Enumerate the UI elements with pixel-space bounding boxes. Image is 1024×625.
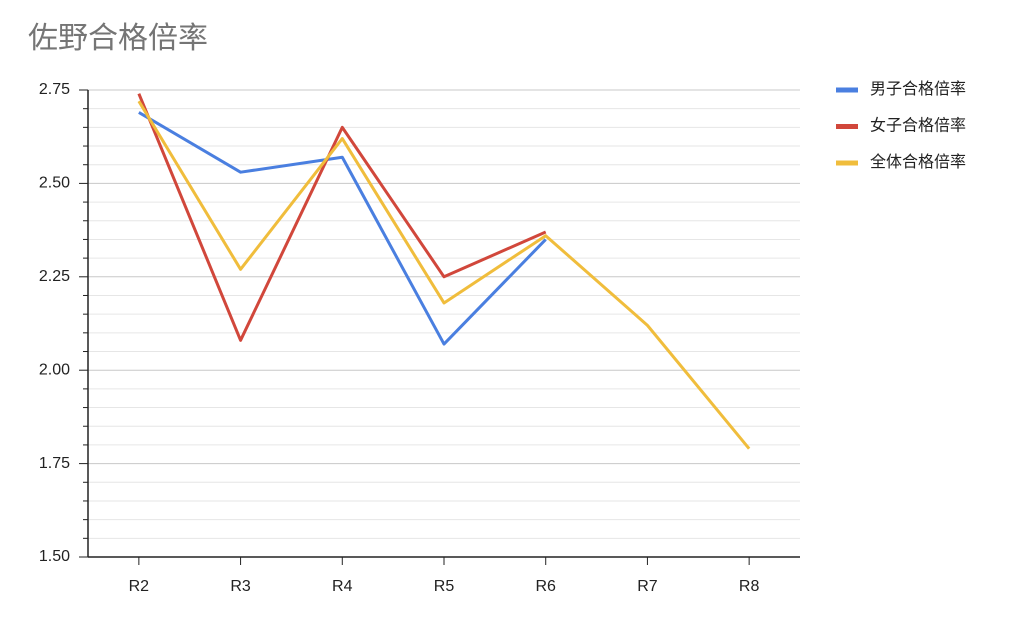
y-tick-label: 2.25 [39,268,70,285]
y-tick-label: 2.00 [39,361,70,378]
x-tick-label: R3 [230,578,251,595]
y-tick-label: 1.50 [39,548,70,565]
x-tick-label: R2 [129,578,150,595]
x-tick-label: R8 [739,578,760,595]
y-tick-label: 1.75 [39,455,70,472]
legend-label: 女子合格倍率 [870,116,966,135]
x-tick-label: R7 [637,578,658,595]
x-tick-label: R6 [535,578,556,595]
series-line [138,111,547,346]
legend-label: 全体合格倍率 [870,153,966,171]
x-tick-label: R4 [332,578,353,595]
legend-label: 男子合格倍率 [870,80,966,98]
series-line [137,100,751,450]
chart-title: 佐野合格倍率 [28,22,208,55]
y-tick-label: 2.75 [39,81,70,98]
x-tick-label: R5 [434,578,455,595]
series-line [137,93,547,342]
y-tick-label: 2.50 [39,175,70,192]
